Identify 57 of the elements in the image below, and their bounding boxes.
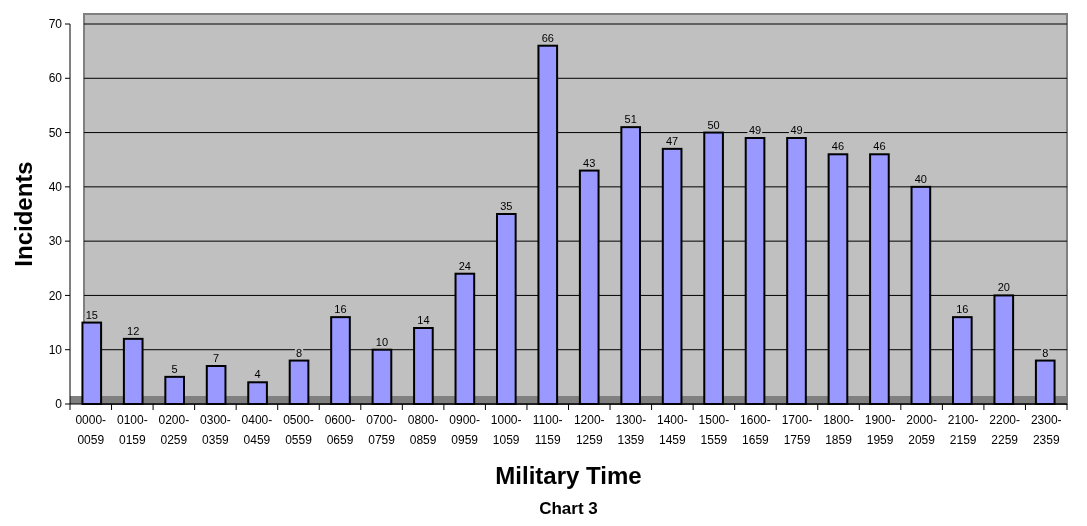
x-tick-label: 0800-0859: [407, 413, 439, 447]
x-tick-label: 1300-1359: [615, 413, 647, 447]
x-tick-label: 0100-0159: [116, 413, 148, 447]
x-tick-label: 0500-0559: [283, 413, 314, 447]
data-label: 12: [127, 324, 140, 337]
data-label: 46: [831, 140, 845, 153]
y-tick-label: 70: [48, 17, 63, 32]
data-label: 43: [583, 156, 596, 169]
y-tick-label: 60: [48, 71, 63, 86]
y-tick-label: 40: [48, 180, 63, 195]
x-tick-label: 2000-2059: [906, 413, 937, 447]
data-label: 46: [873, 140, 886, 153]
x-tick-label: 2300-2359: [1030, 413, 1062, 447]
x-tick-label: 1000-1059: [490, 413, 522, 447]
data-label: 15: [85, 308, 98, 321]
x-tick-label: 1500-1559: [698, 413, 730, 447]
data-label: 16: [956, 303, 969, 316]
y-axis-title: Incidents: [10, 161, 37, 267]
x-axis-title: Military Time: [495, 462, 642, 489]
x-tick-label: 0000-0059: [75, 413, 107, 447]
y-tick-label: 0: [55, 397, 63, 412]
x-tick-label: 0700-0759: [366, 413, 397, 447]
data-label: 66: [541, 31, 554, 44]
x-tick-label: 1100-1159: [532, 413, 563, 447]
data-label: 40: [914, 172, 927, 185]
x-tick-label: 1600-1659: [740, 413, 771, 447]
data-label: 14: [417, 314, 430, 326]
y-tick-label: 10: [48, 342, 63, 357]
y-tick-label: 20: [48, 288, 63, 303]
x-tick-label: 2200-2259: [989, 413, 1021, 447]
x-tick-label: 0900-0959: [449, 413, 480, 447]
data-label: 10: [375, 335, 389, 348]
x-tick-label: 1800-1859: [823, 413, 854, 447]
y-tick-label: 50: [48, 125, 63, 140]
x-tick-label: 1400-1459: [657, 413, 688, 447]
data-label: 20: [997, 281, 1010, 294]
data-label: 35: [500, 200, 513, 212]
data-label: 8: [295, 346, 303, 359]
x-tick-label: 2100-2159: [947, 413, 979, 447]
data-label: 50: [707, 118, 720, 131]
data-label: 51: [624, 113, 637, 126]
x-tick-label: 1200-1259: [573, 413, 605, 447]
data-label: 5: [171, 362, 178, 375]
x-tick-label: 0200-0259: [158, 413, 190, 447]
data-label: 47: [666, 134, 679, 147]
data-label: 8: [1042, 346, 1049, 359]
data-label: 24: [458, 259, 471, 272]
data-label: 4: [254, 368, 261, 381]
x-tick-label: 0600-0659: [324, 413, 356, 447]
caption: Chart 3: [539, 499, 598, 518]
y-tick-label: 30: [48, 234, 63, 249]
x-tick-label: 1900-1959: [864, 413, 896, 447]
x-tick-label: 1700-1759: [781, 413, 813, 447]
data-label: 7: [213, 352, 220, 364]
x-tick-label: 0300-0359: [200, 413, 231, 447]
x-tick-label: 0400-0459: [241, 413, 273, 447]
data-label: 16: [334, 303, 347, 316]
